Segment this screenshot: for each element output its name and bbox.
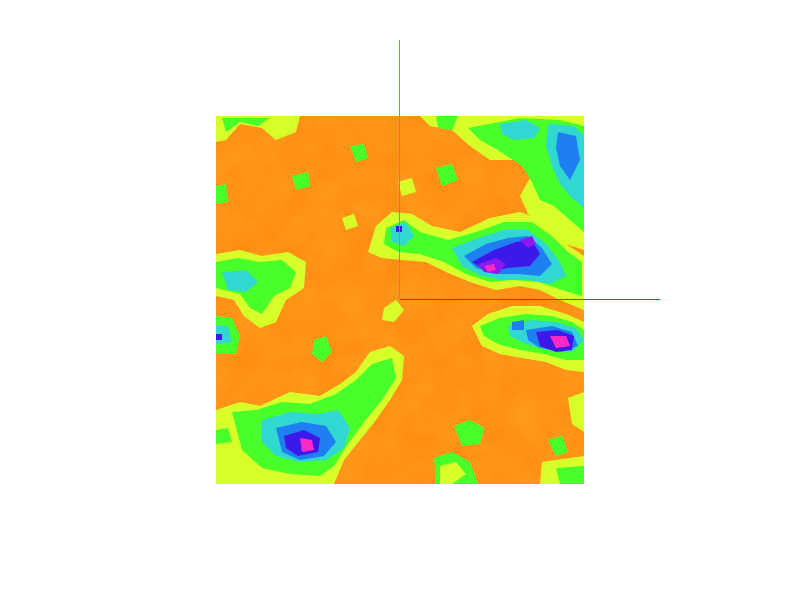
contour-small-patches — [216, 144, 584, 484]
contour-region-bottom-left — [216, 346, 404, 484]
contour-region-top-right — [420, 116, 584, 250]
contour-region-right — [472, 306, 584, 372]
contour-region-top-left — [216, 116, 300, 142]
contour-region-center-ridge — [368, 212, 584, 310]
contour-region-left — [216, 250, 306, 354]
